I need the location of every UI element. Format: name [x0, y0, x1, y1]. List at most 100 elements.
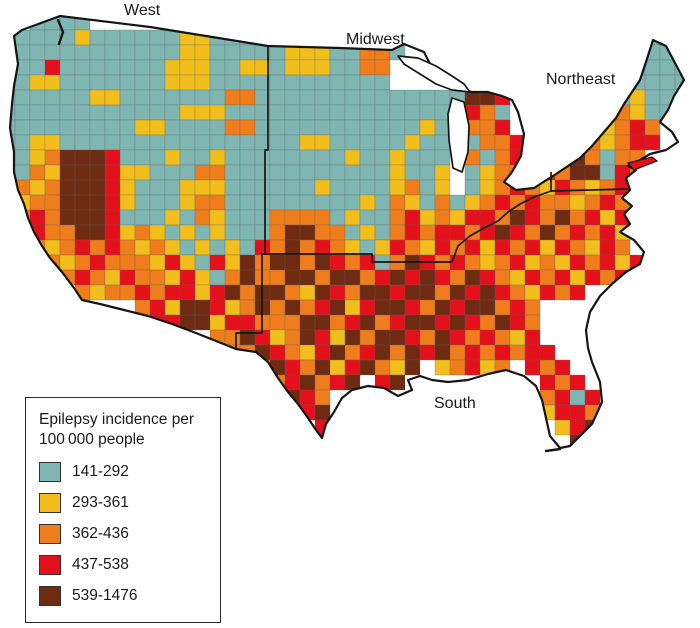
map-cell [464, 314, 481, 331]
map-cell [134, 149, 151, 166]
map-cell [164, 119, 181, 136]
map-cell [134, 74, 151, 91]
map-cell [314, 269, 331, 286]
map-cell [434, 194, 451, 211]
map-cell [494, 104, 511, 121]
map-cell [434, 269, 451, 286]
map-cell [149, 29, 166, 46]
map-cell [209, 44, 226, 61]
map-cell [419, 344, 436, 361]
map-cell [344, 209, 361, 226]
map-cell [599, 89, 616, 106]
map-cell [314, 329, 331, 346]
map-cell [74, 59, 91, 76]
map-cell [299, 209, 316, 226]
map-cell [10, 149, 16, 166]
map-cell [284, 164, 301, 181]
map-cell [164, 284, 181, 301]
map-cell [524, 209, 541, 226]
map-cell [164, 134, 181, 151]
map-cell [254, 239, 271, 256]
map-cell [314, 299, 331, 316]
map-cell [104, 89, 121, 106]
map-cell [224, 179, 241, 196]
map-cell [374, 164, 391, 181]
map-cell [449, 194, 466, 211]
map-cell [494, 179, 511, 196]
map-cell [89, 269, 106, 286]
map-cell [494, 344, 511, 361]
map-cell [374, 209, 391, 226]
map-cell [464, 329, 481, 346]
map-cell [164, 44, 181, 61]
map-cell [434, 209, 451, 226]
map-cell [314, 164, 331, 181]
map-cell [464, 299, 481, 316]
map-cell [299, 344, 316, 361]
map-cell [329, 179, 346, 196]
map-cell [209, 59, 226, 76]
map-cell [44, 149, 61, 166]
puget-sound-icon [56, 18, 65, 46]
map-cell [89, 104, 106, 121]
map-cell [89, 284, 106, 301]
map-cell [134, 89, 151, 106]
map-cell [614, 134, 631, 151]
map-cell [359, 329, 376, 346]
map-cell [359, 209, 376, 226]
map-cell [419, 119, 436, 136]
map-cell [299, 194, 316, 211]
map-cell [554, 419, 571, 436]
map-cell [104, 194, 121, 211]
map-cell [299, 134, 316, 151]
map-cell [104, 269, 121, 286]
map-cell [419, 164, 436, 181]
map-cell [239, 239, 256, 256]
map-cell [314, 359, 331, 376]
map-cell [569, 224, 586, 241]
map-cell [29, 179, 46, 196]
map-cell [284, 89, 301, 106]
map-cell [479, 299, 496, 316]
map-cell [149, 164, 166, 181]
map-cell [404, 164, 421, 181]
map-cell [569, 119, 586, 136]
map-cell [479, 134, 496, 151]
map-cell [239, 59, 256, 76]
map-cell [119, 119, 136, 136]
lake-michigan-icon [447, 97, 470, 173]
map-cell [224, 314, 241, 331]
map-cell [554, 239, 571, 256]
legend-range-label: 539-1476 [72, 586, 138, 604]
map-cell [599, 194, 616, 211]
map-cell [179, 299, 196, 316]
map-cell [464, 344, 481, 361]
map-cell [494, 134, 511, 151]
map-cell [374, 104, 391, 121]
map-cell [389, 179, 406, 196]
map-cell [494, 314, 511, 331]
map-cell [314, 194, 331, 211]
map-cell [299, 299, 316, 316]
map-cell [74, 209, 91, 226]
map-cell [29, 164, 46, 181]
map-cell [464, 254, 481, 271]
map-cell [134, 44, 151, 61]
map-cell [344, 344, 361, 361]
map-cell [314, 374, 331, 391]
map-cell [359, 224, 376, 241]
map-cell [284, 239, 301, 256]
map-cell [419, 329, 436, 346]
map-cell [494, 269, 511, 286]
map-cell [359, 179, 376, 196]
map-cell [224, 254, 241, 271]
map-cell [104, 239, 121, 256]
map-cell [374, 344, 391, 361]
map-cell [89, 44, 106, 61]
map-cell [284, 314, 301, 331]
map-cell [14, 119, 31, 136]
map-cell [419, 149, 436, 166]
map-cell [374, 179, 391, 196]
map-cell [239, 134, 256, 151]
map-cell [419, 89, 436, 106]
